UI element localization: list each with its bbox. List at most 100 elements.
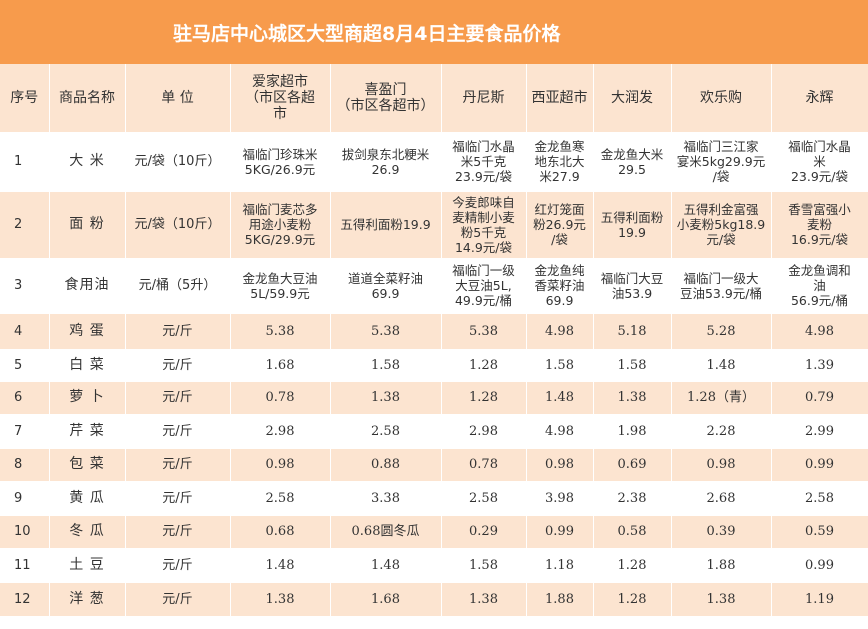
price-cell: 拔剑泉东北粳米 26.9	[330, 132, 442, 192]
header-row: 序号 商品名称 单 位 爱家超市 （市区各超 市 喜盈门 （市区各超市） 丹尼斯…	[0, 64, 868, 133]
row-seq: 11	[0, 548, 50, 583]
price-cell: 1.18	[526, 548, 594, 583]
row-unit: 元/斤	[125, 448, 231, 482]
row-product-name: 芹 菜	[49, 414, 126, 449]
row-seq: 6	[0, 381, 50, 415]
price-cell: 道道全菜籽油 69.9	[330, 258, 442, 314]
price-cell: 0.29	[441, 515, 527, 549]
price-cell: 香雪富强小 麦粉 16.9元/袋	[771, 191, 868, 259]
price-cell: 0.99	[771, 548, 868, 583]
row-product-name: 黄 瓜	[49, 481, 126, 516]
price-cell: 1.38	[671, 582, 772, 617]
row-unit: 元/斤	[125, 515, 231, 549]
row-product-name: 包 菜	[49, 448, 126, 482]
price-cell: 1.58	[593, 349, 672, 382]
price-cell: 1.19	[771, 582, 868, 617]
price-cell: 2.58	[330, 414, 442, 449]
row-unit: 元/斤	[125, 313, 231, 350]
price-cell: 2.98	[441, 414, 527, 449]
row-unit: 元/斤	[125, 582, 231, 617]
price-cell: 0.98	[230, 448, 331, 482]
row-seq: 2	[0, 191, 50, 259]
row-product-name: 土 豆	[49, 548, 126, 583]
price-cell: 2.58	[230, 481, 331, 516]
price-cell: 2.28	[671, 414, 772, 449]
price-cell: 福临门三江家 宴米5kg29.9元 /袋	[671, 132, 772, 192]
price-cell: 金龙鱼寒 地东北大 米27.9	[526, 132, 594, 192]
price-cell: 福临门水晶 米5千克 23.9元/袋	[441, 132, 527, 192]
price-cell: 1.28（青）	[671, 381, 772, 415]
price-cell: 0.88	[330, 448, 442, 482]
row-product-name: 萝 卜	[49, 381, 126, 415]
row-unit: 元/斤	[125, 481, 231, 516]
header-product-name: 商品名称	[49, 64, 126, 133]
price-cell: 0.99	[526, 515, 594, 549]
row-product-name: 洋 葱	[49, 582, 126, 617]
price-cell: 1.58	[526, 349, 594, 382]
header-yonghui: 永辉	[771, 64, 868, 133]
row-product-name: 大 米	[49, 132, 126, 192]
price-cell: 1.48	[671, 349, 772, 382]
price-cell: 五得利面粉19.9	[330, 191, 442, 259]
price-cell: 福临门珍珠米 5KG/26.9元	[230, 132, 331, 192]
price-cell: 1.28	[441, 349, 527, 382]
price-cell: 0.79	[771, 381, 868, 415]
price-cell: 3.38	[330, 481, 442, 516]
table-row: 3 食用油 元/桶（5升） 金龙鱼大豆油 5L/59.9元 道道全菜籽油 69.9 福临门…	[0, 258, 868, 314]
price-cell: 0.68圆冬瓜	[330, 515, 442, 549]
price-cell: 福临门水晶 米 23.9元/袋	[771, 132, 868, 192]
price-cell: 1.39	[771, 349, 868, 382]
price-cell: 0.39	[671, 515, 772, 549]
header-seq: 序号	[0, 64, 50, 133]
price-cell: 红灯笼面 粉26.9元 /袋	[526, 191, 594, 259]
row-seq: 12	[0, 582, 50, 617]
header-huanlegou: 欢乐购	[671, 64, 772, 133]
price-cell: 1.48	[330, 548, 442, 583]
price-cell: 5.18	[593, 313, 672, 350]
price-cell: 1.88	[671, 548, 772, 583]
price-cell: 1.38	[441, 582, 527, 617]
row-unit: 元/斤	[125, 381, 231, 415]
price-cell: 5.38	[230, 313, 331, 350]
price-cell: 5.38	[441, 313, 527, 350]
price-cell: 0.78	[441, 448, 527, 482]
price-cell: 五得利金富强 小麦粉5kg18.9 元/袋	[671, 191, 772, 259]
price-cell: 1.58	[441, 548, 527, 583]
header-dennis: 丹尼斯	[441, 64, 527, 133]
price-cell: 0.98	[526, 448, 594, 482]
price-cell: 2.38	[593, 481, 672, 516]
row-product-name: 冬 瓜	[49, 515, 126, 549]
price-cell: 1.28	[593, 582, 672, 617]
price-cell: 0.58	[593, 515, 672, 549]
price-cell: 0.99	[771, 448, 868, 482]
price-cell: 1.68	[330, 582, 442, 617]
header-xiyingmen: 喜盈门 （市区各超市）	[330, 64, 442, 133]
price-cell: 2.99	[771, 414, 868, 449]
price-cell: 1.28	[593, 548, 672, 583]
price-cell: 2.68	[671, 481, 772, 516]
price-cell: 1.38	[330, 381, 442, 415]
row-seq: 9	[0, 481, 50, 516]
row-product-name: 面 粉	[49, 191, 126, 259]
header-rt-mart: 大润发	[593, 64, 672, 133]
price-cell: 1.58	[330, 349, 442, 382]
price-cell: 福临门一级 大豆油5L, 49.9元/桶	[441, 258, 527, 314]
price-cell: 金龙鱼大豆油 5L/59.9元	[230, 258, 331, 314]
row-unit: 元/袋（10斤）	[125, 191, 231, 259]
price-cell: 1.68	[230, 349, 331, 382]
price-cell: 3.98	[526, 481, 594, 516]
price-cell: 2.98	[230, 414, 331, 449]
price-cell: 五得利面粉 19.9	[593, 191, 672, 259]
table-row: 11 土 豆元/斤 1.48 1.48 1.58 1.18 1.28 1.88 0.99	[0, 548, 868, 583]
price-cell: 1.48	[526, 381, 594, 415]
row-unit: 元/袋（10斤）	[125, 132, 231, 192]
price-cell: 4.98	[771, 313, 868, 350]
page-title: 驻马店中心城区大型商超8月4日主要食品价格	[0, 0, 868, 64]
header-unit: 单 位	[125, 64, 231, 133]
price-cell: 1.98	[593, 414, 672, 449]
